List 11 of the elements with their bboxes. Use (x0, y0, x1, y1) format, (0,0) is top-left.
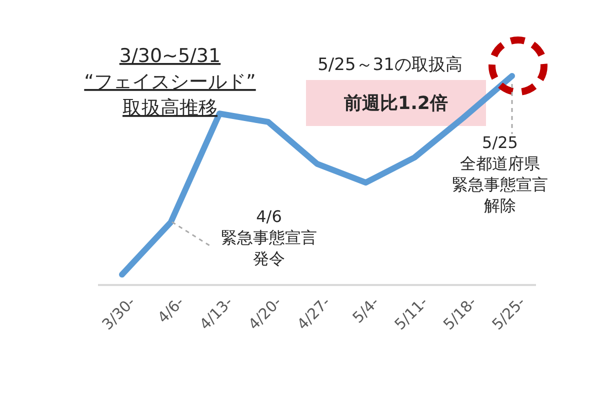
annotation: 緊急事態宣言 (452, 175, 548, 194)
annotation: 5/25 (482, 133, 518, 152)
x-tick-label: 5/4- (348, 293, 383, 327)
annotation: 4/6 (256, 207, 282, 226)
annotation: 緊急事態宣言 (221, 228, 317, 247)
annotation: 前週比1.2倍 (343, 93, 448, 114)
annotation: 発令 (253, 249, 285, 268)
annotation: 全都道府県 (460, 154, 540, 173)
x-tick-label: 4/6- (154, 293, 188, 327)
text: 5/25～31の取扱高 (318, 55, 462, 75)
annotation: 解除 (484, 196, 516, 215)
